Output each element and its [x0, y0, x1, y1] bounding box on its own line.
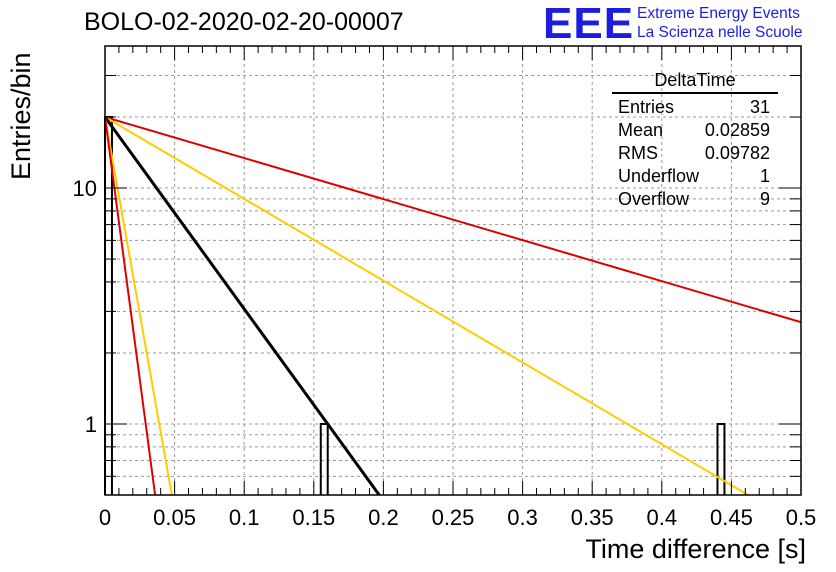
stats-box: DeltaTime Entries 31 Mean 0.02859 RMS 0.09782… — [612, 70, 778, 211]
stats-value: 9 — [759, 189, 770, 209]
logo-caption-line1: Extreme Energy Events — [637, 5, 800, 22]
stats-value: 0.09782 — [704, 143, 770, 163]
x-tick-label: 0.35 — [571, 505, 614, 530]
stats-title: DeltaTime — [612, 70, 778, 94]
fit-line — [105, 116, 157, 495]
stats-value: 31 — [749, 97, 770, 117]
stats-value: 0.02859 — [704, 120, 770, 140]
plot-title: BOLO-02-2020-02-20-00007 — [84, 8, 404, 36]
stats-label: RMS — [618, 143, 658, 163]
logo-caption-line2: La Scienza nelle Scuole — [637, 24, 803, 41]
x-tick-label: 0.1 — [229, 505, 260, 530]
fit-line — [105, 116, 749, 495]
x-tick-label: 0.15 — [292, 505, 335, 530]
histogram-bin — [716, 422, 726, 495]
x-tick-label: 0.3 — [507, 505, 538, 530]
x-axis-label: Time difference [s] — [585, 534, 806, 564]
stats-row-rms: RMS 0.09782 — [612, 142, 778, 165]
stats-label: Underflow — [618, 166, 700, 186]
y-axis-label: Entries/bin — [6, 52, 36, 180]
stats-label: Mean — [618, 120, 664, 140]
histogram-bin — [319, 422, 329, 495]
stats-value: 1 — [759, 166, 770, 186]
stats-row-overflow: Overflow 9 — [612, 188, 778, 211]
x-tick-label: 0.25 — [432, 505, 475, 530]
stats-label: Entries — [618, 97, 675, 117]
histogram-bin — [104, 116, 113, 495]
x-tick-label: 0.5 — [786, 505, 817, 530]
logo-caption: Extreme Energy Events La Scienza nelle S… — [637, 4, 802, 42]
x-tick-label: 0.45 — [710, 505, 753, 530]
x-tick-label: 0.4 — [647, 505, 678, 530]
y-tick-label: 1 — [85, 412, 97, 437]
fit-line — [105, 116, 801, 324]
fit-line — [105, 116, 381, 495]
eee-logo: EEE — [543, 0, 635, 48]
x-tick-label: 0.2 — [368, 505, 399, 530]
stats-rows: Entries 31 Mean 0.02859 RMS 0.09782 Underflow 1… — [612, 96, 778, 211]
stats-row-entries: Entries 31 — [612, 96, 778, 119]
stats-row-mean: Mean 0.02859 — [612, 119, 778, 142]
x-tick-label: 0.05 — [153, 505, 196, 530]
stats-row-underflow: Underflow 1 — [612, 165, 778, 188]
y-tick-label: 10 — [73, 176, 97, 201]
x-tick-label: 0 — [99, 505, 111, 530]
fit-line — [105, 116, 173, 495]
stats-label: Overflow — [618, 189, 690, 209]
